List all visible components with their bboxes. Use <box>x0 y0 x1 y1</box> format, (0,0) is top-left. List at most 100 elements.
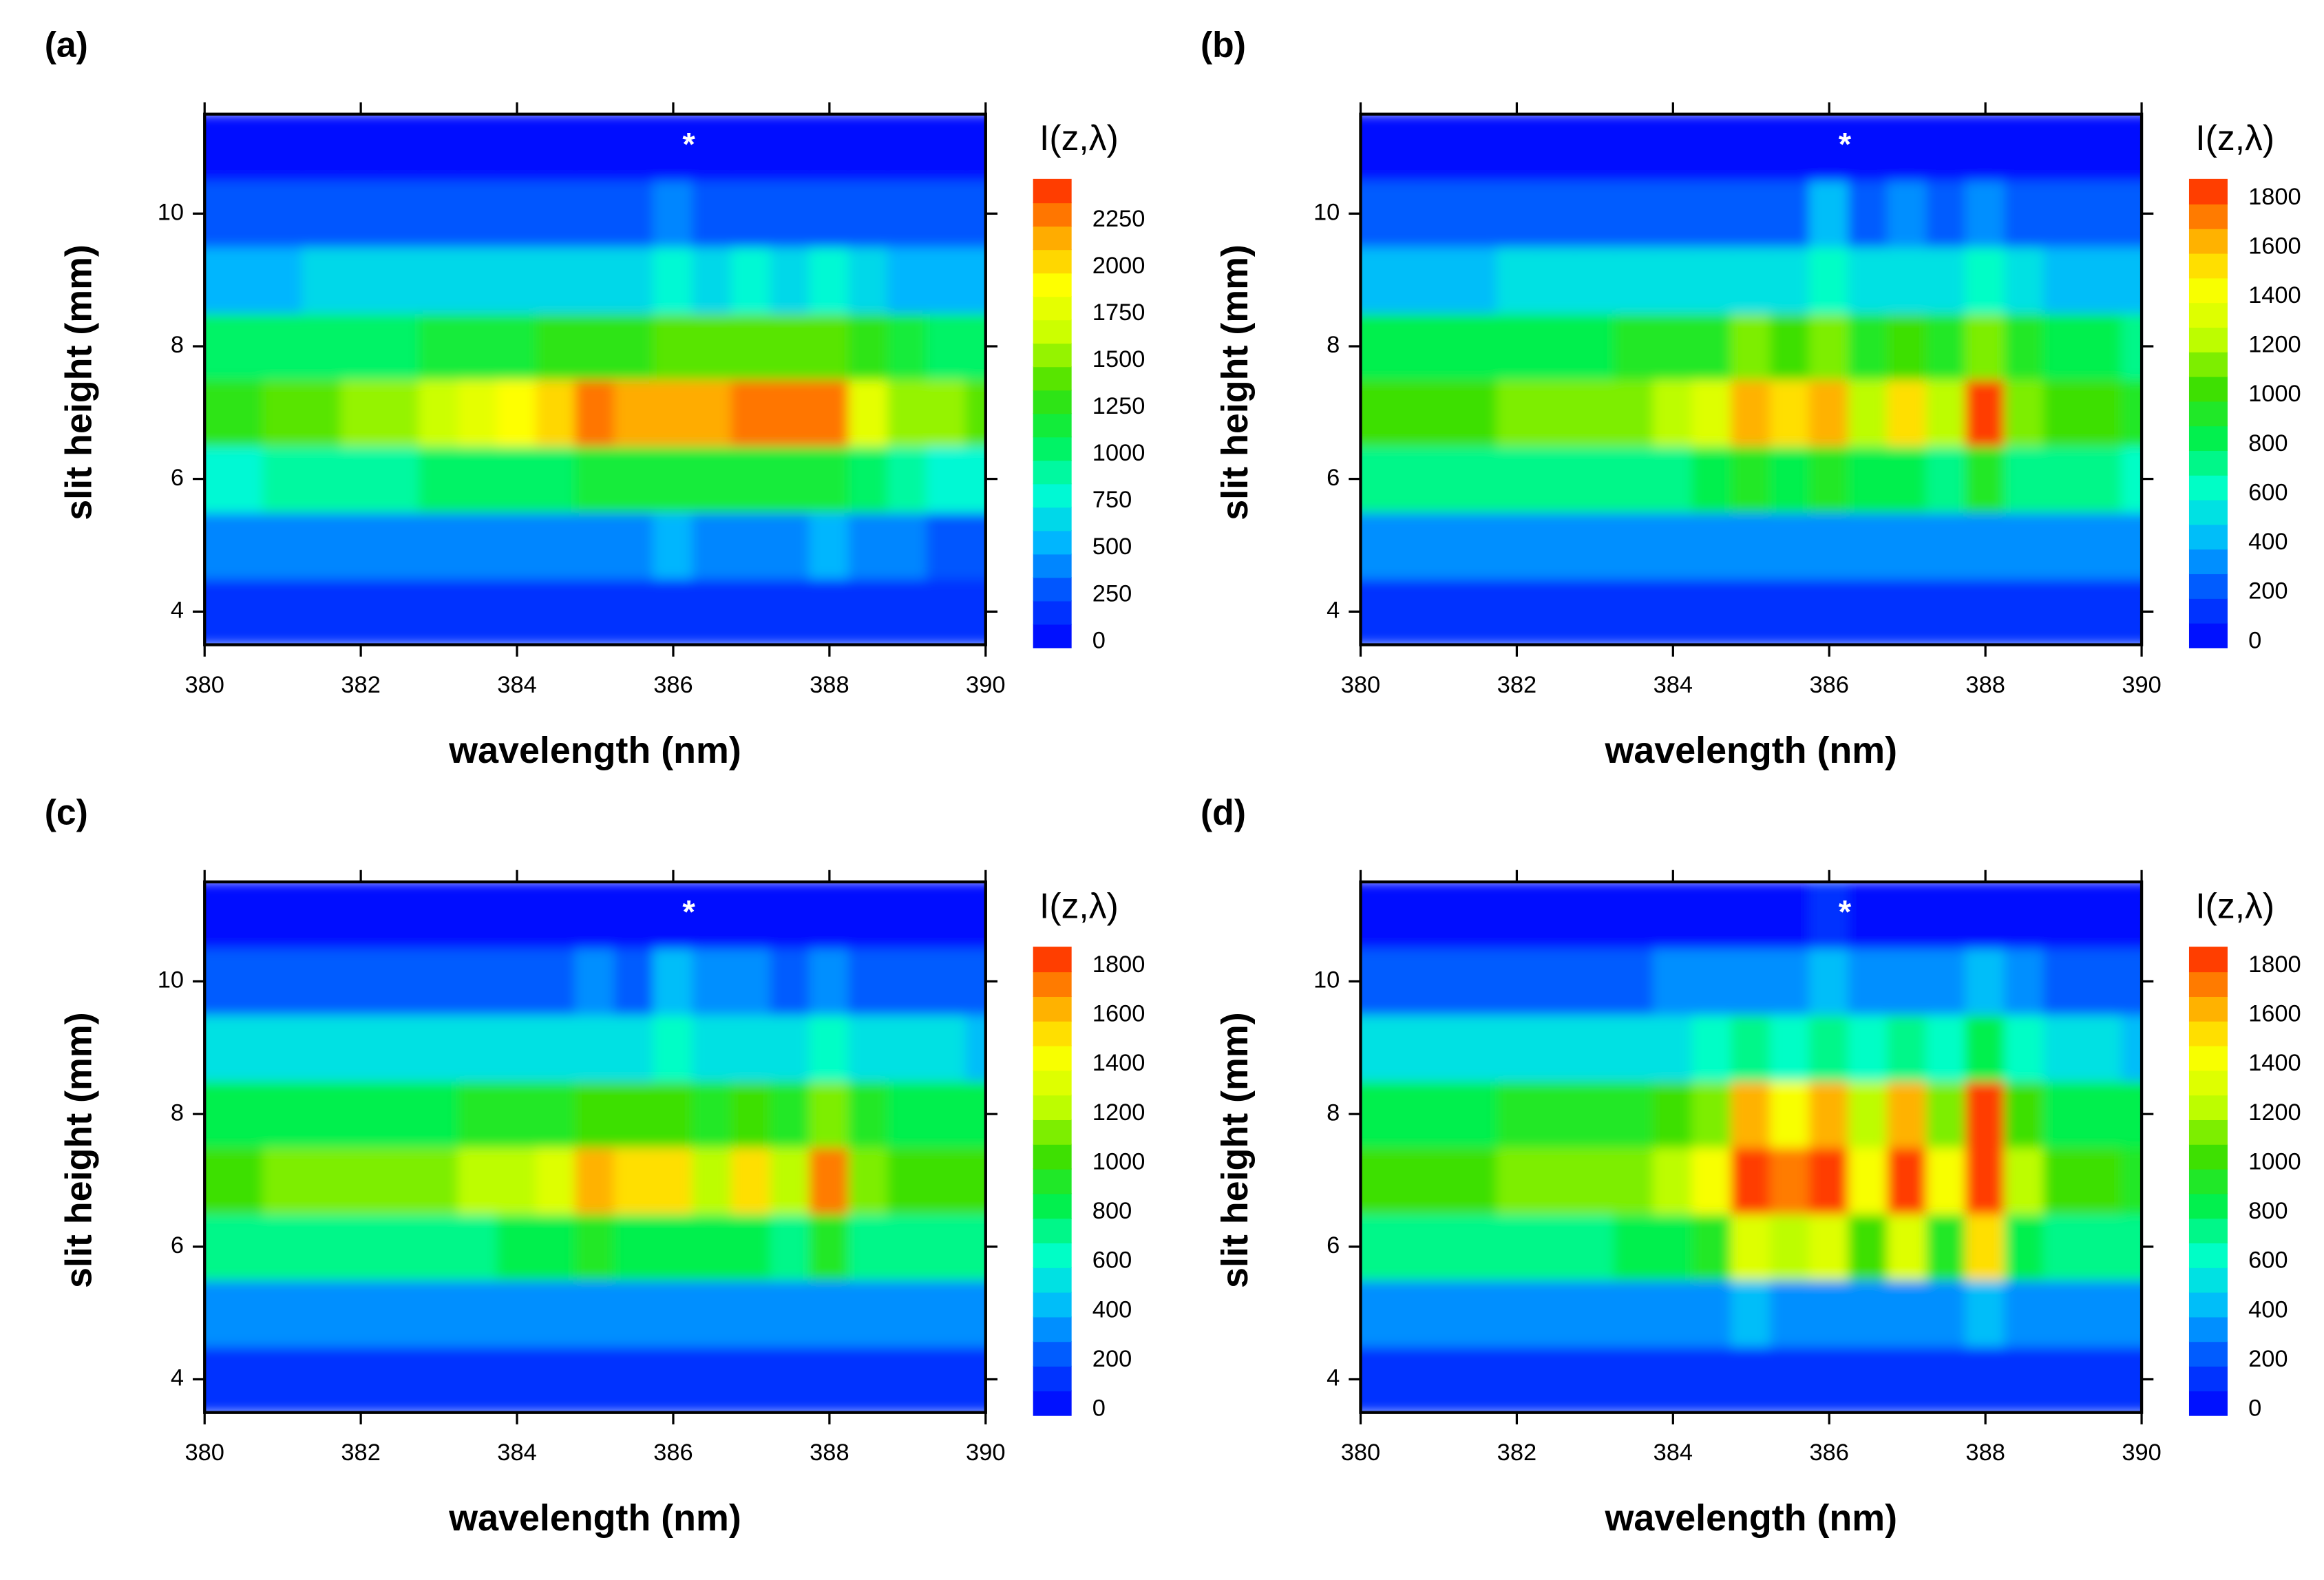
contour-cell <box>2004 1345 2045 1413</box>
contour-cell <box>1770 114 1810 182</box>
contour-cell <box>1614 1013 1655 1082</box>
contour-cell <box>1887 312 1928 381</box>
contour-cell <box>926 1278 967 1347</box>
contour-cell <box>1614 1146 1655 1214</box>
contour-cell <box>496 511 538 580</box>
contour-cell <box>2004 947 2045 1015</box>
contour-cell <box>1379 445 1420 513</box>
contour-cell <box>2121 947 2142 1015</box>
contour-cell <box>1379 578 1420 645</box>
x-tick-label: 380 <box>184 672 224 698</box>
contour-cell <box>1925 1345 1967 1413</box>
contour-cell <box>1731 1079 1772 1148</box>
contour-cell <box>1731 246 1772 314</box>
contour-cell <box>848 312 889 381</box>
contour-cell <box>1574 578 1616 645</box>
contour-cell <box>340 1278 381 1347</box>
contour-cell <box>1925 246 1967 314</box>
contour-cell <box>926 379 967 447</box>
contour-cell <box>536 881 577 949</box>
contour-cell <box>1652 947 1693 1015</box>
contour-cell <box>692 114 733 182</box>
contour-cell <box>340 445 381 513</box>
contour-cell <box>1770 511 1810 580</box>
contour-cell <box>1574 1146 1616 1214</box>
colorbar-band <box>2188 1193 2228 1219</box>
contour-cell <box>1496 114 1537 182</box>
contour-cell <box>419 1013 460 1082</box>
contour-cell <box>1535 578 1576 645</box>
contour-cell <box>2082 947 2123 1015</box>
contour-cell <box>340 1212 381 1281</box>
contour-cell <box>1887 1345 1928 1413</box>
contour-cell <box>223 1013 264 1082</box>
contour-cell <box>1925 947 1967 1015</box>
contour-cell <box>809 445 850 513</box>
contour-cell <box>770 1345 811 1413</box>
contour-cell <box>1535 1079 1576 1148</box>
contour-cell <box>1848 881 1889 949</box>
colorbar-band <box>2188 1045 2228 1071</box>
contour-cell <box>204 881 225 949</box>
contour-cell <box>301 1212 342 1281</box>
contour-cell <box>1574 246 1616 314</box>
contour-cell <box>457 379 498 447</box>
contour-cell <box>613 1013 655 1082</box>
contour-cell <box>340 1079 381 1148</box>
colorbar-tick-label: 1250 <box>1092 393 1145 419</box>
contour-cell <box>536 180 577 248</box>
contour-cell <box>887 1278 928 1347</box>
contour-cell <box>1731 445 1772 513</box>
colorbar-band <box>2188 1070 2228 1096</box>
contour-cell <box>653 114 694 182</box>
contour-cell <box>1652 445 1693 513</box>
contour-cell <box>1614 1212 1655 1281</box>
contour-cell <box>1887 881 1928 949</box>
contour-cell <box>1535 1345 1576 1413</box>
contour-cell <box>1614 947 1655 1015</box>
contour-cell <box>1965 445 2006 513</box>
contour-cell <box>457 1345 498 1413</box>
x-tick-label: 380 <box>184 1440 224 1466</box>
contour-cell <box>457 445 498 513</box>
contour-cell <box>575 379 615 447</box>
contour-cell <box>613 947 655 1015</box>
annotation: * <box>1839 126 1852 162</box>
contour-cell <box>1731 511 1772 580</box>
contour-cell <box>1418 578 1459 645</box>
contour-cell <box>926 1013 967 1082</box>
contour-cell <box>1691 379 1733 447</box>
contour-cell <box>2004 312 2045 381</box>
colorbar-band <box>1033 483 1072 508</box>
contour-cell <box>848 1345 889 1413</box>
contour-cell <box>379 947 421 1015</box>
contour-cell <box>2121 1212 2142 1281</box>
contour-cell <box>730 180 772 248</box>
contour-cell <box>887 1146 928 1214</box>
contour-cell <box>223 445 264 513</box>
contour-cell <box>809 1278 850 1347</box>
contour-cell <box>2121 1345 2142 1413</box>
contour-cell <box>1614 246 1655 314</box>
contour-cell <box>1574 947 1616 1015</box>
contour-cell <box>419 1212 460 1281</box>
colorbar-band <box>2188 1144 2228 1170</box>
contour-cell <box>1574 1345 1616 1413</box>
contour-cell <box>2082 578 2123 645</box>
x-tick-label: 382 <box>341 1440 380 1466</box>
colorbar-band <box>2188 499 2228 525</box>
colorbar-band <box>1033 1340 1072 1367</box>
contour-cell <box>301 180 342 248</box>
colorbar-band <box>2188 302 2228 328</box>
contour-cell <box>1418 1278 1459 1347</box>
contour-cell <box>204 1212 225 1281</box>
contour-cell <box>926 312 967 381</box>
contour-cell <box>223 1345 264 1413</box>
colorbar-tick-label: 200 <box>2248 1346 2288 1372</box>
contour-cell <box>419 445 460 513</box>
colorbar-tick-label: 600 <box>1092 1247 1132 1274</box>
contour-cell <box>1496 445 1537 513</box>
contour-cell <box>379 1146 421 1214</box>
contour-field <box>204 881 986 1413</box>
